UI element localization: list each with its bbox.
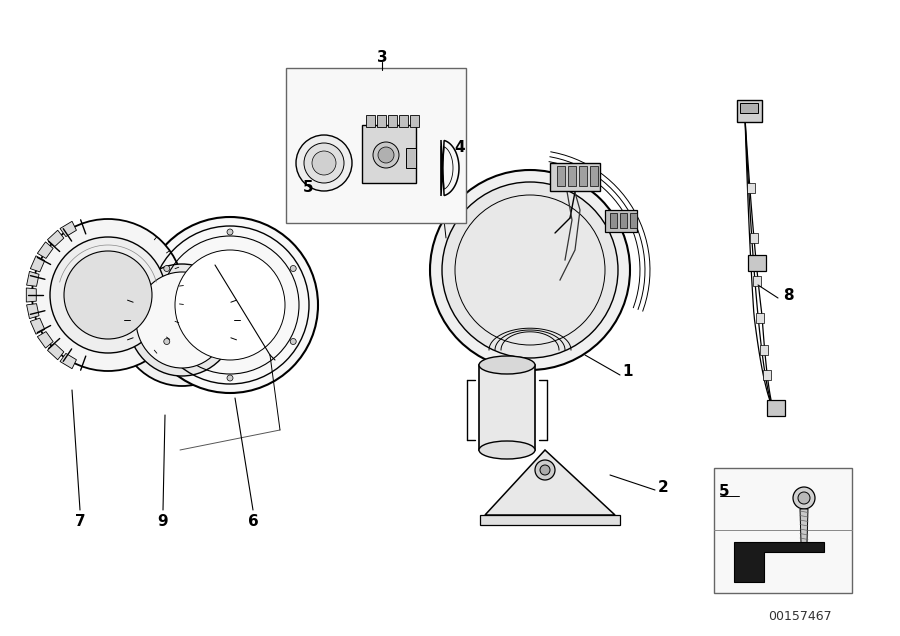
Circle shape <box>175 250 285 360</box>
Circle shape <box>227 229 233 235</box>
Polygon shape <box>60 221 76 237</box>
Ellipse shape <box>479 441 535 459</box>
Circle shape <box>793 487 815 509</box>
Polygon shape <box>38 242 53 258</box>
Text: 2: 2 <box>658 480 669 495</box>
Polygon shape <box>26 288 36 302</box>
Circle shape <box>290 338 296 345</box>
Circle shape <box>304 143 344 183</box>
Polygon shape <box>48 230 64 247</box>
Polygon shape <box>38 331 53 348</box>
Circle shape <box>290 265 296 272</box>
Polygon shape <box>31 318 45 334</box>
Bar <box>568 166 576 186</box>
Circle shape <box>64 251 152 339</box>
Polygon shape <box>406 148 416 168</box>
Circle shape <box>540 465 550 475</box>
Text: 00157467: 00157467 <box>769 611 832 623</box>
Bar <box>366 115 375 127</box>
Circle shape <box>378 147 394 163</box>
Circle shape <box>296 135 352 191</box>
Text: 5: 5 <box>302 181 313 195</box>
Bar <box>557 166 565 186</box>
Ellipse shape <box>136 272 228 368</box>
Bar <box>550 163 600 191</box>
Circle shape <box>798 492 810 504</box>
Text: 5: 5 <box>719 485 729 499</box>
Bar <box>286 68 466 223</box>
Text: 6: 6 <box>248 513 258 529</box>
Bar <box>767 400 785 416</box>
Bar <box>620 213 627 228</box>
Circle shape <box>373 142 399 168</box>
Circle shape <box>535 460 555 480</box>
Polygon shape <box>485 450 615 515</box>
Text: 9: 9 <box>158 513 168 529</box>
Text: 1: 1 <box>623 364 634 380</box>
Polygon shape <box>362 125 416 183</box>
Bar <box>610 213 617 228</box>
Text: 3: 3 <box>377 50 387 64</box>
Bar <box>740 103 758 113</box>
Polygon shape <box>48 343 64 360</box>
Text: 7: 7 <box>75 513 86 529</box>
Circle shape <box>227 375 233 381</box>
Bar <box>747 183 755 193</box>
Circle shape <box>442 182 618 358</box>
Circle shape <box>312 151 336 175</box>
Bar <box>750 233 758 243</box>
Polygon shape <box>27 303 39 319</box>
Bar <box>377 115 386 127</box>
Bar <box>399 115 408 127</box>
Bar <box>605 210 637 232</box>
Circle shape <box>164 265 170 272</box>
Circle shape <box>430 170 630 370</box>
Bar <box>763 370 771 380</box>
Bar <box>760 345 768 355</box>
Polygon shape <box>31 256 45 272</box>
Bar <box>714 468 852 593</box>
Circle shape <box>142 217 318 393</box>
Circle shape <box>50 237 166 353</box>
Polygon shape <box>800 509 808 543</box>
Polygon shape <box>27 272 39 286</box>
Bar <box>753 276 761 286</box>
Polygon shape <box>480 515 620 525</box>
Circle shape <box>164 338 170 345</box>
Bar <box>410 115 419 127</box>
Bar <box>630 213 637 228</box>
Bar <box>737 100 762 122</box>
Bar <box>590 166 598 186</box>
Bar <box>388 115 397 127</box>
Bar <box>579 166 587 186</box>
Circle shape <box>32 219 184 371</box>
Ellipse shape <box>118 254 246 386</box>
Polygon shape <box>734 542 824 582</box>
Text: 8: 8 <box>783 287 793 303</box>
Bar <box>756 314 764 323</box>
Ellipse shape <box>479 356 535 374</box>
Text: 4: 4 <box>454 141 465 155</box>
Bar <box>748 255 766 271</box>
Polygon shape <box>60 354 76 369</box>
Ellipse shape <box>128 264 236 376</box>
Bar <box>479 365 535 450</box>
